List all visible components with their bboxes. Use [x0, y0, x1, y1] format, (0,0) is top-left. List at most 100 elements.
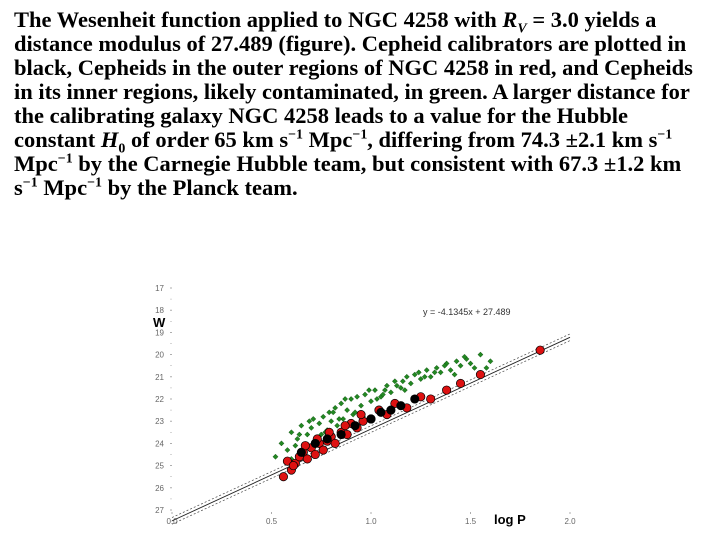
- calibrator-point: [376, 407, 386, 417]
- inner-cepheid-point: [393, 382, 400, 389]
- inner-cepheid-point: [338, 400, 345, 407]
- inner-cepheid-point: [374, 396, 380, 402]
- inner-cepheid-point: [427, 373, 434, 380]
- inner-cepheid-point: [483, 365, 490, 371]
- inner-cepheid-point: [298, 422, 305, 429]
- inner-cepheid-point: [487, 358, 494, 365]
- inner-cepheid-point: [304, 431, 311, 438]
- inner-cepheid-point: [477, 351, 484, 358]
- inner-cepheid-point: [372, 387, 378, 394]
- inner-cepheid-point: [431, 369, 438, 376]
- inner-cepheid-point: [354, 393, 360, 400]
- fit-line: [171, 336, 571, 522]
- fit-line-upper: [171, 340, 571, 525]
- y-tick-label: 25: [155, 462, 164, 471]
- data-points: [272, 345, 545, 482]
- inner-cepheid-point: [403, 373, 410, 380]
- inner-cepheid-point: [388, 389, 394, 396]
- inner-cepheid-point: [366, 387, 372, 394]
- outer-cepheid-point: [310, 449, 320, 460]
- fit-equation-label: y = -4.1345x + 27.489: [423, 307, 511, 317]
- inner-cepheid-point: [391, 378, 398, 385]
- calibrator-point: [296, 447, 306, 457]
- inner-cepheid-point: [272, 453, 279, 460]
- y-tick-label: 20: [155, 351, 164, 360]
- y-tick-label: 21: [155, 373, 164, 382]
- inner-cepheid-point: [417, 376, 424, 382]
- outer-cepheid-point: [442, 385, 452, 395]
- inner-cepheid-point: [451, 371, 458, 378]
- y-tick-label: 24: [155, 439, 164, 448]
- inner-cepheid-point: [320, 413, 327, 420]
- y-tick-label: 18: [155, 306, 164, 315]
- calibrator-point: [336, 429, 346, 440]
- inner-cepheid-point: [421, 373, 428, 380]
- calibrator-point: [396, 401, 406, 411]
- y-axis-label: W: [153, 315, 166, 330]
- inner-cepheid-point: [352, 409, 358, 416]
- inner-cepheid-point: [288, 429, 295, 436]
- inner-cepheid-point: [336, 416, 343, 422]
- chart-labels: W log P y = -4.1345x + 27.489: [153, 307, 526, 527]
- inner-cepheid-point: [348, 396, 354, 402]
- inner-cepheid-point: [407, 380, 414, 387]
- inner-cepheid-point: [397, 385, 404, 391]
- outer-cepheid-point: [426, 394, 436, 404]
- outer-cepheid-point: [455, 378, 466, 389]
- inner-cepheid-point: [461, 353, 468, 360]
- inner-cepheid-point: [316, 420, 323, 427]
- outer-cepheid-point: [340, 421, 350, 431]
- outer-cepheid-point: [330, 438, 340, 448]
- x-tick-label: 0.0: [166, 517, 178, 526]
- inner-cepheid-point: [326, 409, 333, 416]
- inner-cepheid-point: [401, 387, 408, 394]
- calibrator-point: [350, 421, 360, 431]
- inner-cepheid-point: [306, 418, 313, 425]
- inner-cepheid-point: [330, 409, 337, 416]
- y-tick-label: 23: [155, 417, 164, 426]
- inner-cepheid-point: [437, 369, 444, 376]
- inner-cepheid-point: [380, 391, 386, 398]
- y-tick-label: 26: [155, 484, 164, 493]
- outer-cepheid-point: [535, 345, 545, 355]
- inner-cepheid-point: [447, 367, 454, 374]
- inner-cepheid-point: [358, 402, 364, 409]
- inner-cepheid-point: [362, 391, 368, 398]
- inner-cepheid-point: [384, 382, 390, 389]
- x-tick-label: 2.0: [564, 517, 576, 526]
- inner-cepheid-point: [278, 440, 285, 447]
- y-tick-label: 27: [155, 506, 164, 515]
- inner-cepheid-point: [457, 362, 464, 369]
- inner-cepheid-point: [467, 360, 474, 367]
- inner-cepheid-point: [453, 358, 460, 365]
- calibrator-point: [386, 405, 396, 415]
- outer-cepheid-point: [288, 461, 298, 471]
- chart-axes: 17 18 19 20 21 22 23 24 25 26 270.0 0.5 1.0 1.5 2.0: [155, 284, 576, 526]
- outer-cepheid-point: [278, 472, 288, 482]
- inner-cepheid-point: [399, 378, 406, 385]
- calibrator-point: [310, 438, 320, 448]
- inner-cepheid-point: [441, 362, 448, 369]
- calibrator-point: [410, 394, 420, 404]
- inner-cepheid-point: [332, 404, 339, 411]
- inner-cepheid-point: [411, 371, 418, 378]
- inner-cepheid-point: [296, 431, 303, 438]
- inner-cepheid-point: [423, 367, 430, 374]
- y-tick-label: 19: [155, 328, 164, 337]
- inner-cepheid-point: [310, 416, 317, 422]
- wesenheit-scatter-chart: 17 18 19 20 21 22 23 24 25 26 270.0 0.5 1.0 1.5 2.0 W …: [153, 284, 576, 527]
- inner-cepheid-point: [292, 442, 299, 449]
- y-tick-label: 22: [155, 395, 164, 404]
- outer-cepheid-point: [475, 370, 485, 380]
- inner-cepheid-point: [334, 422, 341, 429]
- y-tick-label: 17: [155, 284, 164, 293]
- fit-line-lower: [171, 333, 571, 518]
- inner-cepheid-point: [382, 387, 388, 394]
- calibrator-point: [322, 434, 332, 444]
- inner-cepheid-point: [415, 369, 422, 376]
- outer-cepheid-point: [300, 441, 310, 451]
- inner-cepheid-point: [308, 424, 315, 431]
- outer-cepheid-point: [356, 409, 366, 420]
- fit-lines: [171, 333, 571, 525]
- inner-cepheid-point: [284, 447, 291, 453]
